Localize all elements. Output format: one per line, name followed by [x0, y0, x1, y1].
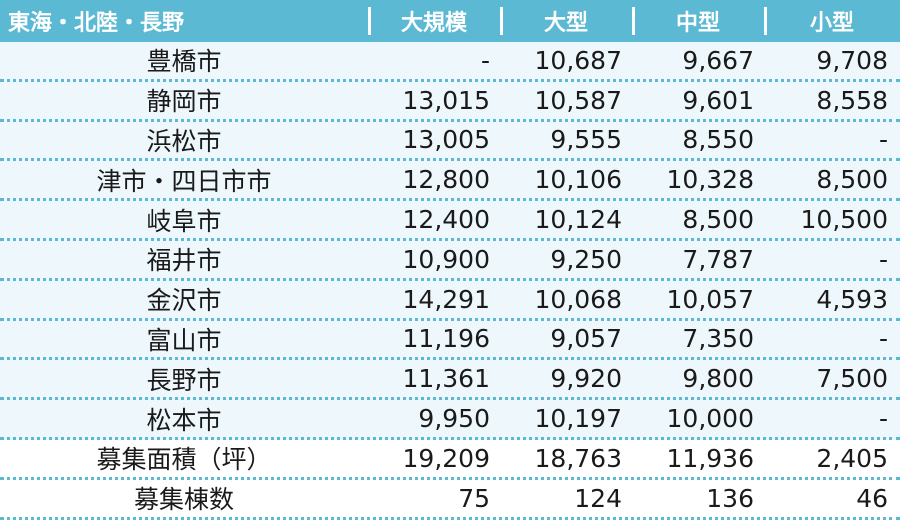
row-name: 静岡市 — [146, 87, 222, 117]
cell-small: - — [878, 404, 888, 434]
cell-medium: 9,667 — [682, 45, 754, 75]
cell-small: 2,405 — [816, 443, 888, 473]
cell-small: - — [878, 324, 888, 354]
cell-large-scale: 13,015 — [402, 85, 490, 115]
header-medium: 中型 — [632, 0, 764, 42]
cell-large: 9,920 — [550, 364, 622, 394]
cell-small: - — [878, 244, 888, 274]
cell-large-scale: 11,196 — [402, 324, 490, 354]
cell-large-scale: 14,291 — [402, 284, 490, 314]
cell-large-scale: 9,950 — [418, 404, 490, 434]
cell-small: 7,500 — [816, 364, 888, 394]
table-row: 岐阜市 12,400 10,124 8,500 10,500 — [0, 201, 900, 241]
cell-large: 10,587 — [534, 85, 622, 115]
row-name: 津市・四日市市 — [96, 166, 272, 196]
cell-large-scale: 10,900 — [402, 244, 490, 274]
row-name: 福井市 — [146, 246, 222, 276]
cell-large-scale: 13,005 — [402, 125, 490, 155]
table-row: 富山市 11,196 9,057 7,350 - — [0, 320, 900, 361]
row-name: 長野市 — [146, 365, 222, 395]
table-row: 豊橋市 - 10,687 9,667 9,708 — [0, 42, 900, 82]
table-row: 金沢市 14,291 10,068 10,057 4,593 — [0, 280, 900, 321]
cell-large-scale: - — [480, 45, 490, 75]
row-name: 募集棟数 — [133, 485, 234, 515]
cell-large: 10,197 — [534, 404, 622, 434]
cell-large-scale: 12,400 — [402, 205, 490, 235]
cell-small: - — [878, 125, 888, 155]
cell-large-scale: 12,800 — [402, 165, 490, 195]
header-region: 東海・北陸・長野 — [8, 11, 185, 36]
cell-small: 46 — [856, 483, 888, 513]
cell-medium: 136 — [706, 483, 754, 513]
cell-large-scale: 19,209 — [402, 443, 490, 473]
table-row: 福井市 10,900 9,250 7,787 - — [0, 240, 900, 281]
cell-large: 18,763 — [534, 443, 622, 473]
cell-large: 10,068 — [534, 284, 622, 314]
cell-medium: 10,000 — [666, 404, 754, 434]
row-name: 募集面積（坪） — [96, 445, 272, 475]
cell-medium: 7,787 — [682, 244, 754, 274]
row-name: 金沢市 — [146, 286, 222, 316]
row-name: 浜松市 — [146, 126, 222, 156]
header-large-scale: 大規模 — [368, 0, 500, 42]
cell-small: 10,500 — [800, 205, 888, 235]
cell-large-scale: 75 — [458, 483, 490, 513]
cell-large: 124 — [574, 483, 622, 513]
table-row: 松本市 9,950 10,197 10,000 - — [0, 400, 900, 440]
cell-large: 10,687 — [534, 45, 622, 75]
cell-medium: 9,601 — [682, 85, 754, 115]
table-row: 長野市 11,361 9,920 9,800 7,500 — [0, 360, 900, 401]
cell-large: 9,555 — [550, 125, 622, 155]
cell-small: 8,500 — [816, 165, 888, 195]
cell-small: 9,708 — [816, 45, 888, 75]
cell-medium: 9,800 — [682, 364, 754, 394]
cell-large: 9,250 — [550, 244, 622, 274]
row-name: 豊橋市 — [146, 47, 222, 77]
cell-medium: 10,057 — [666, 284, 754, 314]
cell-medium: 8,550 — [682, 125, 754, 155]
header-large: 大型 — [500, 0, 632, 42]
cell-large-scale: 11,361 — [402, 364, 490, 394]
cell-medium: 8,500 — [682, 205, 754, 235]
row-name: 松本市 — [146, 405, 222, 435]
cell-medium: 7,350 — [682, 324, 754, 354]
table-row-summary-count: 募集棟数 75 124 136 46 — [0, 479, 900, 520]
cell-medium: 10,328 — [666, 165, 754, 195]
table-row: 浜松市 13,005 9,555 8,550 - — [0, 121, 900, 162]
cell-small: 4,593 — [816, 284, 888, 314]
header-small: 小型 — [764, 0, 900, 42]
table-header: 東海・北陸・長野 大規模 大型 中型 小型 — [0, 0, 900, 42]
row-name: 岐阜市 — [146, 206, 222, 236]
table-row: 津市・四日市市 12,800 10,106 10,328 8,500 — [0, 161, 900, 202]
cell-large: 10,106 — [534, 165, 622, 195]
cell-large: 10,124 — [534, 205, 622, 235]
cell-medium: 11,936 — [666, 443, 754, 473]
table-row: 静岡市 13,015 10,587 9,601 8,558 — [0, 81, 900, 122]
row-name: 富山市 — [146, 325, 222, 355]
cell-small: 8,558 — [816, 85, 888, 115]
table-row-summary-area: 募集面積（坪） 19,209 18,763 11,936 2,405 — [0, 439, 900, 480]
cell-large: 9,057 — [550, 324, 622, 354]
